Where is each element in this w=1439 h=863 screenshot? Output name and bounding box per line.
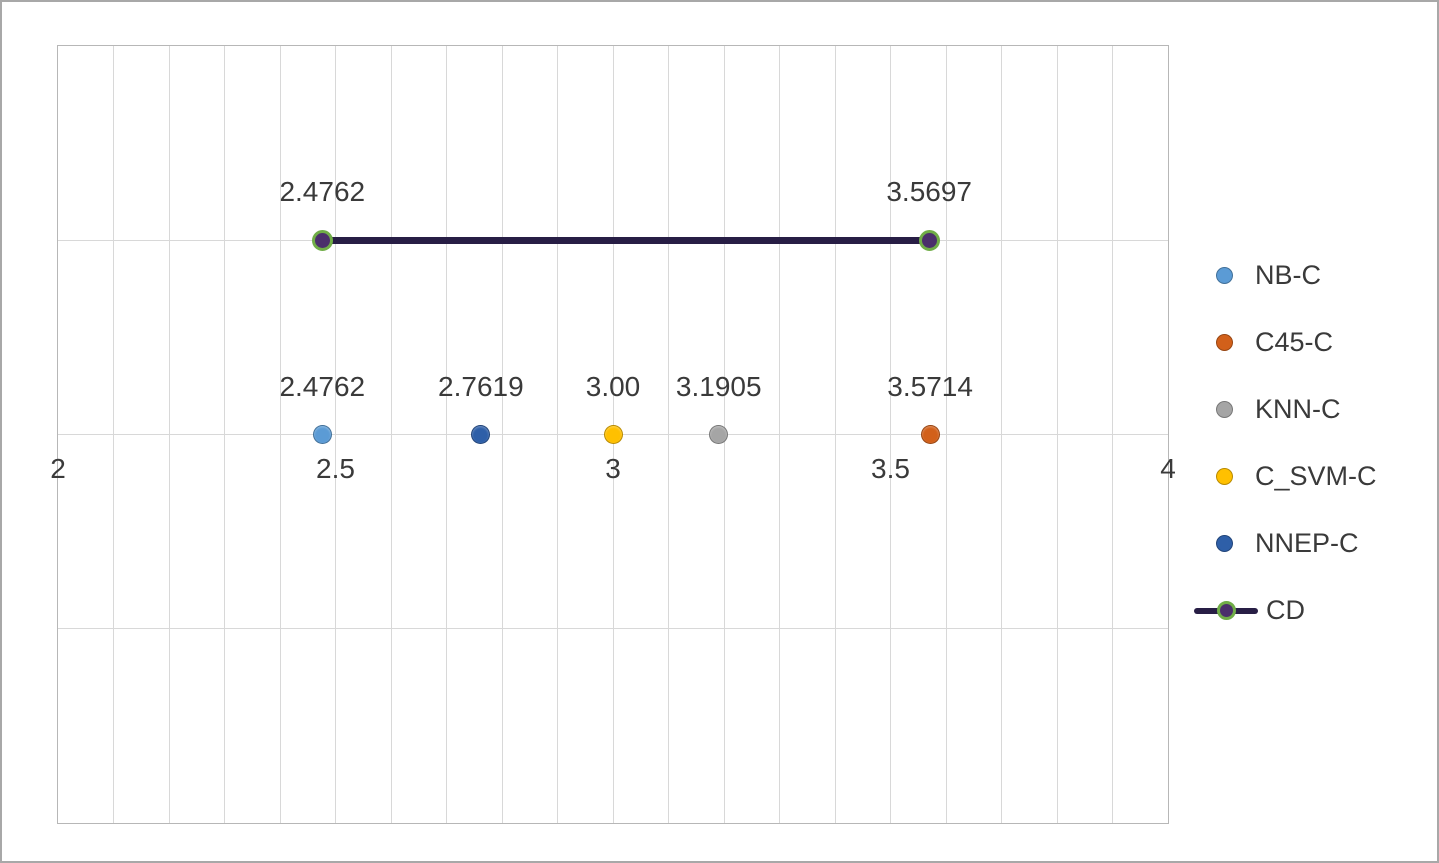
cd-endpoint-marker	[311, 229, 333, 251]
point-data-label: 2.7619	[438, 370, 524, 402]
x-axis-tick-label: 3.5	[871, 452, 910, 484]
legend-label: C45-C	[1255, 327, 1334, 357]
legend-item-c-svm-c: C_SVM-C	[1194, 443, 1377, 510]
legend-marker-circle	[1216, 468, 1233, 485]
point-data-label: 2.4762	[279, 370, 366, 402]
point-data-label: 3.5714	[887, 370, 973, 402]
legend-item-cd: CD	[1194, 577, 1377, 644]
legend-marker-circle	[1216, 267, 1233, 284]
legend-marker-circle	[1216, 535, 1233, 552]
legend-label: NNEP-C	[1255, 528, 1359, 558]
legend-label: CD	[1266, 595, 1305, 625]
legend-label: C_SVM-C	[1255, 461, 1377, 491]
cd-line	[322, 236, 930, 244]
plot-area: 2.4762 3.5697 2.4762 3.5714 3.1905 3.00 2.7619…	[50, 45, 1176, 824]
legend-marker-cd-line	[1194, 600, 1258, 620]
data-point-c45-c	[920, 425, 940, 444]
legend-item-nnep-c: NNEP-C	[1194, 510, 1377, 577]
cd-data-label: 3.5697	[886, 176, 972, 208]
cd-endpoint-marker	[918, 229, 940, 251]
x-axis-tick-label: 2.5	[316, 452, 355, 484]
data-point-c_svm-c	[603, 425, 623, 444]
legend-marker-cd-dot	[1217, 600, 1236, 620]
x-axis-tick-label: 4	[1160, 452, 1176, 484]
legend-marker-circle	[1216, 401, 1233, 418]
point-data-label: 3.00	[585, 370, 641, 402]
legend-item-nb-c: NB-C	[1194, 242, 1377, 309]
cd-data-label: 2.4762	[279, 176, 366, 208]
legend-label: KNN-C	[1255, 394, 1341, 424]
x-axis-tick-label: 3	[605, 452, 621, 484]
data-point-knn-c	[709, 425, 729, 444]
legend-item-c45-c: C45-C	[1194, 309, 1377, 376]
legend-label: NB-C	[1255, 260, 1321, 290]
x-axis-tick-label: 2	[50, 452, 66, 484]
point-data-label: 3.1905	[675, 370, 762, 402]
data-point-nb-c	[312, 425, 332, 444]
data-point-nnep-c	[471, 425, 491, 444]
legend-marker-circle	[1216, 334, 1233, 351]
legend: NB-C C45-C KNN-C C_SVM-C NNEP-C CD	[1194, 242, 1377, 644]
legend-item-knn-c: KNN-C	[1194, 376, 1377, 443]
gridline-horizontal	[58, 628, 1168, 630]
